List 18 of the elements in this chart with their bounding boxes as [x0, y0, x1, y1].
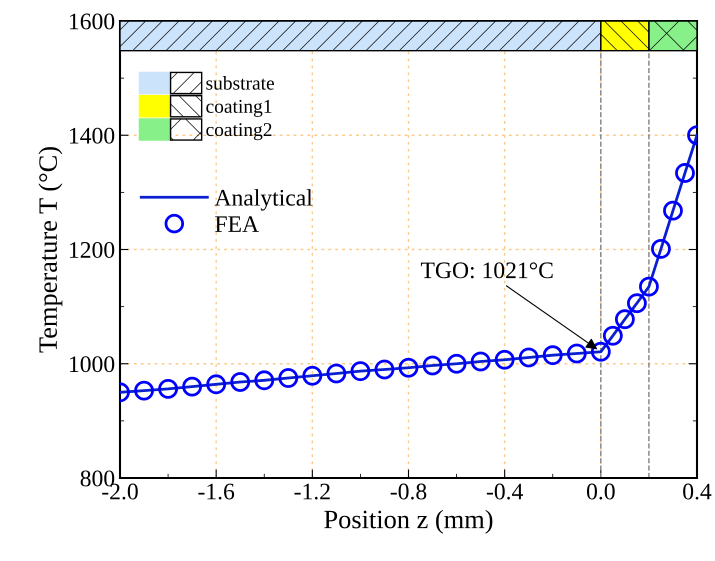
- x-tick-label: -1.2: [294, 484, 330, 500]
- x-tick-label: -0.8: [390, 484, 426, 500]
- legend-label: substrate: [206, 76, 274, 90]
- legend-label: coating1: [206, 100, 272, 117]
- y-tick-label: 1000: [70, 356, 114, 372]
- legend-label: Analytical: [214, 189, 312, 211]
- x-tick-label: -0.4: [486, 484, 523, 500]
- x-tick-label: 0.4: [683, 484, 712, 500]
- x-tick-label: -1.6: [198, 484, 234, 500]
- legend-label: coating2: [206, 123, 272, 140]
- y-axis-title: Temperature T (°C): [38, 147, 62, 353]
- y-tick-label: 1200: [70, 242, 114, 258]
- y-tick-label: 1600: [70, 13, 114, 30]
- annotation: TGO: 1021°C: [420, 262, 553, 278]
- y-tick-label: 1400: [70, 128, 114, 144]
- legend-label: FEA: [215, 216, 259, 232]
- x-tick-label: 0.0: [586, 484, 615, 500]
- x-axis-title: Position z (mm): [324, 510, 492, 534]
